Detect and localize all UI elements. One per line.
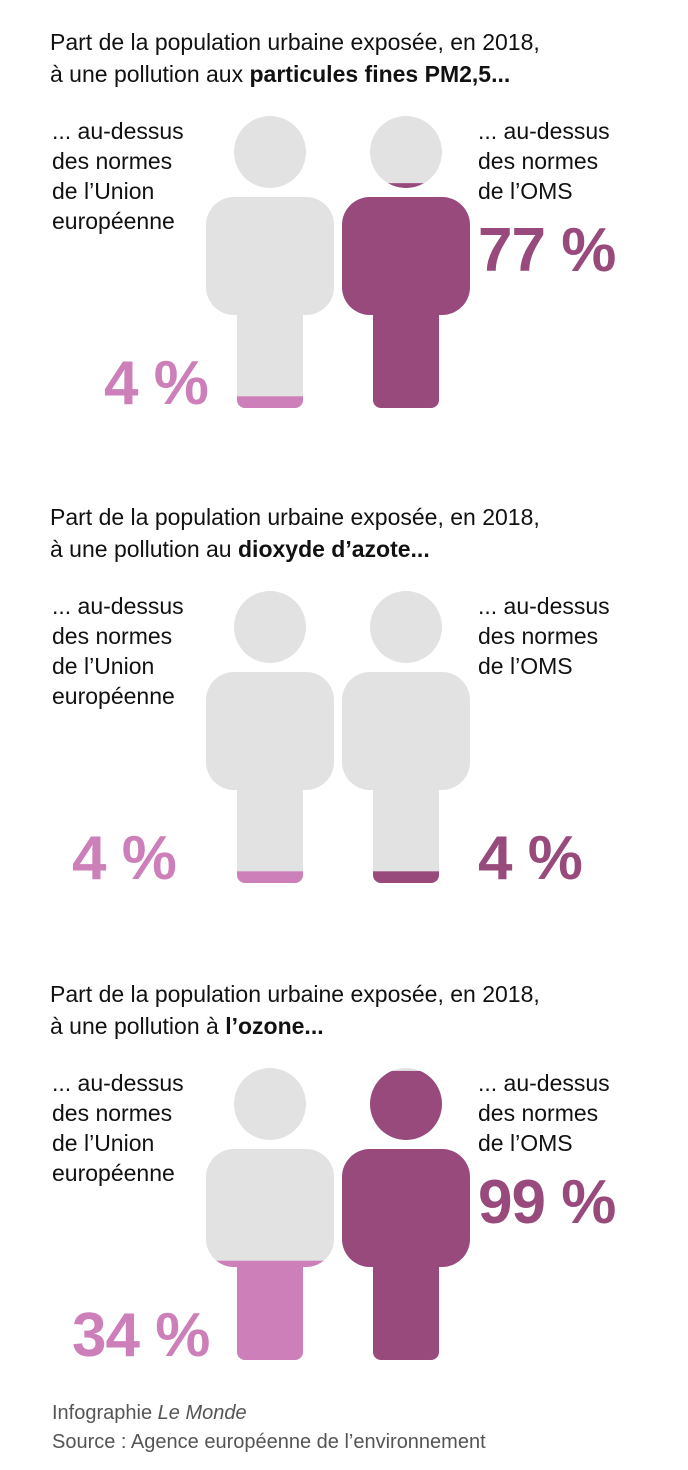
person-silhouette xyxy=(206,591,334,883)
credit-prefix: Infographie xyxy=(52,1402,153,1424)
source-line: Source : Agence européenne de l’environn… xyxy=(52,1431,486,1453)
value-label-eu: 34 % xyxy=(72,1301,210,1370)
credit-name: Le Monde xyxy=(157,1402,247,1424)
figure-fill-bar xyxy=(342,871,470,883)
person-figure-eu xyxy=(206,116,334,408)
figure-empty-area xyxy=(206,116,334,408)
title-prefix-line1: Part de la population urbaine exposée, e… xyxy=(50,29,540,55)
person-figure-oms xyxy=(342,1068,470,1360)
figure-fill-bar xyxy=(342,183,470,408)
value-label-oms: 77 % xyxy=(478,216,616,285)
figure-fill-bar xyxy=(342,1070,470,1360)
panel-title: Part de la population urbaine exposée, e… xyxy=(50,978,540,1042)
label-oms: ... au-dessus des normes de l’OMS xyxy=(478,1070,610,1156)
person-figure-eu xyxy=(206,1068,334,1360)
person-figure-eu xyxy=(206,591,334,883)
value-label-oms: 99 % xyxy=(478,1168,616,1237)
person-figure-oms xyxy=(342,591,470,883)
title-prefix-line1: Part de la population urbaine exposée, e… xyxy=(50,504,540,530)
person-silhouette xyxy=(206,116,334,408)
figure-fill-bar xyxy=(206,1260,334,1360)
figure-empty-area xyxy=(342,591,470,883)
label-eu: ... au-dessus des normes de l’Union euro… xyxy=(52,118,184,234)
value-label-eu: 4 % xyxy=(104,349,209,418)
person-silhouette xyxy=(342,1068,470,1360)
value-label-oms: 4 % xyxy=(478,824,583,893)
label-oms: ... au-dessus des normes de l’OMS xyxy=(478,118,610,204)
panel-ozone: Part de la population urbaine exposée, e… xyxy=(0,952,688,1422)
panel-title: Part de la population urbaine exposée, e… xyxy=(50,26,540,90)
person-silhouette xyxy=(206,1068,334,1360)
figure-fill-bar xyxy=(206,396,334,408)
title-prefix-line2: à une pollution aux xyxy=(50,61,250,87)
label-oms: ... au-dessus des normes de l’OMS xyxy=(478,593,610,679)
credit-line: Infographie Le Monde xyxy=(52,1399,486,1428)
title-highlight: l’ozone... xyxy=(225,1013,324,1039)
figure-fill-bar xyxy=(206,871,334,883)
panel-no2: Part de la population urbaine exposée, e… xyxy=(0,475,688,945)
title-prefix-line2: à une pollution à xyxy=(50,1013,226,1039)
title-prefix-line1: Part de la population urbaine exposée, e… xyxy=(50,981,540,1007)
panel-title: Part de la population urbaine exposée, e… xyxy=(50,501,540,565)
title-prefix-line2: à une pollution au xyxy=(50,536,238,562)
label-eu: ... au-dessus des normes de l’Union euro… xyxy=(52,593,184,709)
person-figure-oms xyxy=(342,116,470,408)
panel-pm25: Part de la population urbaine exposée, e… xyxy=(0,0,688,470)
value-label-eu: 4 % xyxy=(72,824,177,893)
label-eu: ... au-dessus des normes de l’Union euro… xyxy=(52,1070,184,1186)
title-highlight: dioxyde d’azote... xyxy=(238,536,430,562)
person-silhouette xyxy=(342,116,470,408)
title-highlight: particules fines PM2,5... xyxy=(249,61,511,87)
footer: Infographie Le Monde Source : Agence eur… xyxy=(52,1399,486,1457)
figure-empty-area xyxy=(206,591,334,883)
person-silhouette xyxy=(342,591,470,883)
